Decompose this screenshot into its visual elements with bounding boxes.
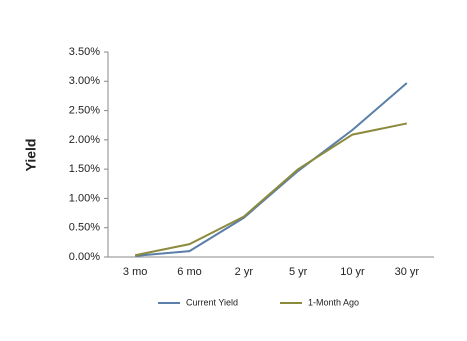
y-axis-label: Yield	[23, 139, 39, 172]
x-tick-label: 2 yr	[235, 266, 254, 278]
series-line	[135, 82, 408, 257]
y-tick-label: 3.50%	[69, 46, 100, 58]
y-tick-label: 1.50%	[69, 163, 100, 175]
y-tick-label: 0.50%	[69, 222, 100, 234]
legend-label: 1-Month Ago	[308, 297, 359, 307]
legend-label: Current Yield	[186, 297, 238, 307]
x-tick-label: 5 yr	[289, 266, 308, 278]
y-tick-label: 2.50%	[69, 104, 100, 116]
y-tick-label: 3.00%	[69, 75, 100, 87]
y-tick-label: 2.00%	[69, 134, 100, 146]
x-tick-label: 30 yr	[395, 266, 420, 278]
y-tick-label: 1.00%	[69, 192, 100, 204]
x-tick-label: 6 mo	[177, 266, 201, 278]
x-tick-label: 10 yr	[340, 266, 365, 278]
series-line	[134, 122, 408, 257]
y-tick-label: 0.00%	[69, 251, 100, 263]
x-tick-label: 3 mo	[123, 266, 147, 278]
